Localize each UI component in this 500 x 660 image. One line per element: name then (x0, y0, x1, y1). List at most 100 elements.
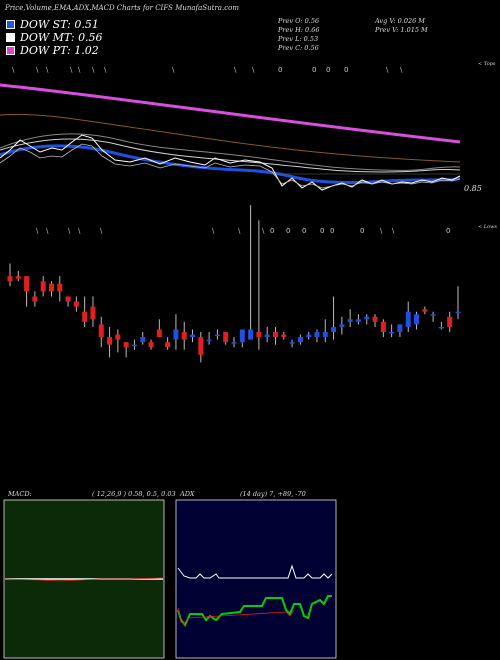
macd-label: MACD: (8, 490, 32, 498)
top-signal-marker: \ (12, 66, 15, 74)
adx-panel-bg (175, 499, 337, 659)
macd-params: ( 12,26,9 ) 0.58, 0.5, 0.03 (92, 490, 176, 498)
candle-up (364, 316, 370, 320)
candle-down (256, 332, 262, 338)
top-signal-marker: 0 (278, 66, 282, 74)
candle-down (380, 321, 386, 332)
prev-volume: Prev V: 1.015 M (375, 26, 428, 34)
legend-swatch-st (6, 20, 15, 29)
candle-down (447, 316, 453, 327)
ema-long-line (0, 83, 461, 144)
low-signal-marker: \ (100, 227, 103, 235)
adx-params: (14 day) 7, +89, -70 (240, 490, 306, 498)
top-signal-marker: \ (400, 66, 403, 74)
candle-up (331, 326, 337, 332)
candle-up (173, 329, 179, 340)
legend-dow-pt-name: DOW PT (20, 44, 67, 57)
top-signal-marker: \ (172, 66, 175, 74)
candle-up (239, 329, 245, 343)
price-line-top-2 (0, 143, 461, 189)
adx-line (177, 607, 295, 625)
top-signal-marker: \ (70, 66, 73, 74)
legend-swatch-pt (6, 46, 15, 55)
ema-mid-line (0, 138, 461, 173)
adx-minus-line (177, 595, 332, 627)
candle-down (24, 276, 30, 292)
candle-down (115, 334, 121, 340)
tick-row-bottom: \ \ \ \ \ \ \ \ 0 0 0 0 0 0 \ \ 0 (36, 227, 450, 235)
candle-up (355, 319, 361, 322)
candle-down (156, 329, 162, 338)
candle-down (198, 337, 204, 355)
edge-label-tops: < Tops (478, 61, 496, 67)
candle-up (289, 342, 295, 344)
candle-down (82, 311, 88, 322)
candle-up (389, 332, 395, 334)
top-signal-marker: \ (234, 66, 237, 74)
legend-dow-pt-value: 1.02 (74, 44, 99, 57)
candle-down (422, 309, 428, 312)
tick-row-top: \ \ \ \ \ \ \ \ \ \ 0 0 0 0 \ \ (12, 66, 403, 74)
candle-down (372, 316, 378, 322)
top-signal-marker: \ (252, 66, 255, 74)
candle-down (90, 306, 96, 320)
legend-dow-st-name: DOW ST (20, 18, 68, 31)
low-signal-marker: 0 (270, 227, 274, 235)
candle-up (438, 326, 444, 329)
candle-up (314, 332, 320, 338)
top-signal-marker: 0 (344, 66, 348, 74)
candle-up (140, 337, 146, 343)
candle-down (65, 296, 71, 302)
low-signal-marker: \ (238, 227, 241, 235)
candle-up (297, 337, 303, 343)
low-signal-marker: 0 (320, 227, 324, 235)
candle-down (40, 281, 46, 292)
candle-up (131, 344, 137, 347)
candle-down (181, 332, 187, 340)
ema-mid-line-2 (0, 133, 461, 171)
ema-short-line (0, 144, 461, 185)
low-signal-marker: \ (380, 227, 383, 235)
candle-up (206, 339, 212, 342)
candle-down (98, 324, 104, 338)
top-signal-marker: \ (104, 66, 107, 74)
candle-up (405, 311, 411, 327)
ema-upper-band (0, 113, 461, 163)
macd-line (4, 577, 164, 582)
avg-volume: Avg V: 0.026 M (375, 17, 425, 25)
prev-low: Prev L: 0.53 (278, 35, 319, 43)
candle-up (264, 334, 270, 338)
candle-up (414, 314, 420, 325)
top-signal-marker: 0 (326, 66, 330, 74)
candle-down (107, 337, 113, 345)
top-signal-marker: \ (36, 66, 39, 74)
low-signal-marker: \ (46, 227, 49, 235)
candle-up (347, 319, 353, 322)
candle-down (7, 276, 13, 282)
candle-down (223, 332, 229, 343)
low-signal-marker: 0 (330, 227, 334, 235)
adx-label: ADX (180, 490, 195, 498)
candle-up (190, 334, 196, 338)
candlestick-group (7, 205, 461, 363)
prev-close: Prev C: 0.56 (278, 44, 319, 52)
low-signal-marker: 0 (446, 227, 450, 235)
top-signal-marker: \ (46, 66, 49, 74)
top-signal-marker: \ (78, 66, 81, 74)
candle-down (32, 296, 38, 302)
legend-dow-mt: DOW MT: 0.56 (6, 31, 103, 44)
candle-up (322, 332, 328, 338)
candle-up (397, 324, 403, 332)
low-signal-marker: \ (262, 227, 265, 235)
candle-up (306, 334, 312, 338)
candle-down (15, 276, 21, 279)
candle-up (339, 324, 345, 327)
adx-plus-line (177, 564, 333, 579)
candle-up (430, 314, 436, 316)
prev-high: Prev H: 0.66 (278, 26, 320, 34)
legend-dow-st: DOW ST: 0.51 (6, 18, 99, 31)
candle-down (148, 342, 154, 348)
candle-up (248, 329, 254, 340)
candle-down (272, 332, 278, 338)
